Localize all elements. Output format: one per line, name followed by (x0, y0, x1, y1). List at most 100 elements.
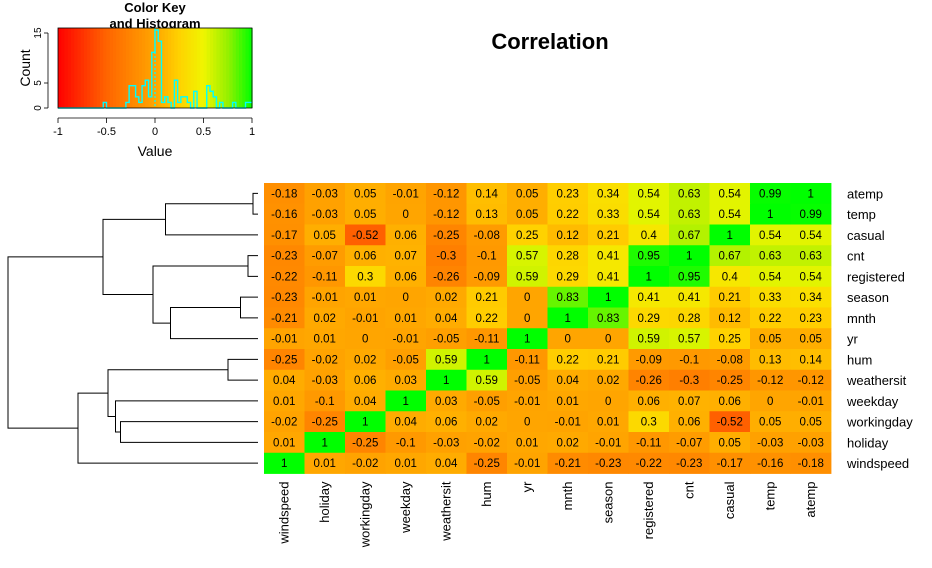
heatmap-cell (264, 266, 305, 288)
dendrogram-branch (77, 392, 258, 464)
color-key-swatch (64, 28, 69, 108)
heatmap-cell (547, 183, 589, 205)
cell-value-label: -0.18 (271, 188, 297, 200)
heatmap-cell (345, 369, 386, 391)
cell-value-label: -0.23 (271, 251, 297, 263)
column-label: cnt (681, 481, 696, 499)
cell-value-label: 0.03 (435, 396, 457, 408)
heatmap-cell (547, 411, 589, 433)
heatmap-cell (304, 224, 346, 246)
heatmap-cell (345, 183, 386, 205)
heatmap-cell (304, 411, 346, 433)
heatmap-cell (426, 432, 467, 454)
heatmap-cell (507, 390, 548, 412)
cell-value-label: 0.29 (557, 271, 579, 283)
cell-value-label: 0.05 (314, 230, 336, 242)
cell-value-label: 1 (484, 354, 490, 366)
row-label: weekday (846, 394, 899, 409)
cell-value-label: 0.21 (597, 230, 619, 242)
color-key-swatch (216, 28, 221, 108)
cell-value-label: 1 (727, 230, 733, 242)
cell-value-label: 0.03 (395, 375, 417, 387)
cell-value-label: 0.28 (678, 313, 700, 325)
color-key-swatch (142, 28, 146, 108)
color-key-x-tick-label: 0 (152, 126, 158, 138)
cell-value-label: -0.01 (352, 313, 378, 325)
cell-value-label: 0.54 (638, 188, 661, 200)
cell-value-label: -0.12 (433, 188, 459, 200)
cell-value-label: 0.25 (516, 230, 538, 242)
color-key-swatch (232, 28, 237, 108)
dendrogram-branch (252, 192, 258, 215)
heatmap-cell (385, 266, 427, 288)
cell-value-label: 0 (362, 334, 368, 346)
heatmap-cell (669, 203, 710, 225)
heatmap-cells: -0.18 -0.03 0.05 -0.01 -0.12 0.14 0.05 0.23 0.34… (264, 183, 832, 474)
heatmap-cell (709, 307, 751, 329)
cell-value-label: -0.25 (352, 437, 378, 449)
heatmap-cell (264, 411, 305, 433)
cell-value-label: -0.02 (352, 458, 378, 470)
heatmap-cell (790, 266, 832, 288)
heatmap-cell (507, 432, 548, 454)
heatmap-cell (588, 183, 629, 205)
heatmap-cell (264, 224, 305, 246)
cell-value-label: 1 (565, 313, 571, 325)
cell-value-label: 0.01 (557, 396, 579, 408)
heatmap-cell (709, 183, 751, 205)
heatmap-cell (669, 183, 710, 205)
cell-value-label: -0.03 (312, 209, 338, 221)
cell-value-label: 0.01 (314, 334, 336, 346)
color-key-swatch (229, 28, 234, 108)
heatmap-cell (507, 245, 548, 267)
color-key-swatch (239, 28, 243, 108)
color-key-swatch (248, 28, 253, 108)
cell-value-label: 0.05 (800, 334, 822, 346)
heatmap-cell (385, 224, 427, 246)
color-key-gradient (58, 28, 253, 108)
heatmap-cell (547, 328, 589, 350)
heatmap-cell (466, 266, 508, 288)
cell-value-label: -0.01 (393, 188, 419, 200)
column-label: temp (762, 482, 777, 511)
cell-value-label: -0.21 (271, 313, 297, 325)
heatmap-cell (385, 369, 427, 391)
cell-value-label: 0.07 (395, 251, 417, 263)
heatmap-cell (304, 203, 346, 225)
cell-value-label: 0.05 (800, 417, 822, 429)
cell-value-label: 1 (322, 437, 328, 449)
heatmap-cell (507, 266, 548, 288)
color-key-swatch (190, 28, 195, 108)
heatmap-cell (588, 411, 629, 433)
heatmap-cell (304, 369, 346, 391)
row-label: registered (847, 269, 905, 284)
cell-value-label: -0.03 (757, 437, 783, 449)
heatmap-cell (385, 328, 427, 350)
heatmap-cell (304, 245, 346, 267)
heatmap-cell (790, 369, 832, 391)
heatmap-cell (547, 369, 589, 391)
chart-title: Correlation (491, 29, 608, 54)
cell-value-label: 0.01 (395, 458, 417, 470)
row-label: temp (847, 207, 876, 222)
cell-value-label: 0 (767, 396, 773, 408)
heatmap-cell (304, 307, 346, 329)
cell-value-label: 0.54 (800, 230, 823, 242)
color-key-swatch (93, 28, 98, 108)
cell-value-label: 0.3 (641, 417, 657, 429)
heatmap-cell (709, 349, 751, 371)
heatmap-cell (669, 411, 710, 433)
heatmap-cell (588, 203, 629, 225)
heatmap-cell (547, 203, 589, 225)
heatmap-cell (264, 183, 305, 205)
cell-value-label: -0.21 (555, 458, 581, 470)
cell-value-label: 0 (605, 334, 611, 346)
color-key-swatch (67, 28, 72, 108)
column-label: holiday (317, 481, 332, 523)
color-key-swatch (125, 28, 130, 108)
heatmap-cell (790, 432, 832, 454)
row-label: hum (847, 352, 872, 367)
cell-value-label: 0.41 (678, 292, 700, 304)
cell-value-label: -0.1 (315, 396, 335, 408)
heatmap-cell (385, 203, 427, 225)
